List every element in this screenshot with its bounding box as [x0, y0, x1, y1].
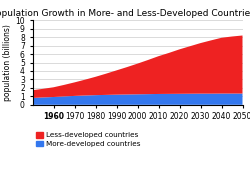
Y-axis label: population (billions): population (billions): [4, 24, 13, 101]
Legend: Less-developed countries, More-developed countries: Less-developed countries, More-developed…: [36, 132, 141, 147]
Title: Population Growth in More- and Less-Developed Countries, 2002: Population Growth in More- and Less-Deve…: [0, 9, 250, 18]
